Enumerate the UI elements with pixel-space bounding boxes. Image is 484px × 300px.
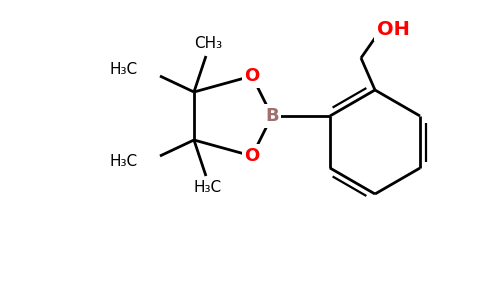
- Text: H₃C: H₃C: [110, 154, 138, 169]
- Text: CH₃: CH₃: [194, 37, 222, 52]
- Text: H₃C: H₃C: [110, 62, 138, 77]
- Text: B: B: [265, 107, 279, 125]
- Text: O: O: [244, 147, 259, 165]
- Text: O: O: [244, 67, 259, 85]
- Text: H₃C: H₃C: [194, 181, 222, 196]
- Text: OH: OH: [377, 20, 409, 39]
